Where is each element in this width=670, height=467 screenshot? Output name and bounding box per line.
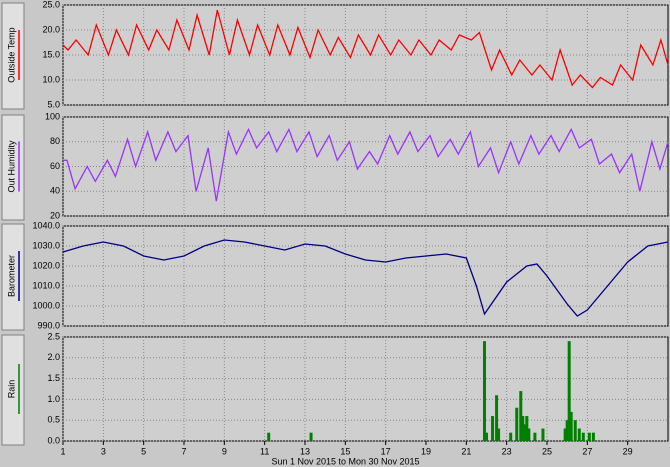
x-tick-label: 11 [260,446,269,456]
y-tick-label: 990.0 [37,320,60,330]
x-tick-label: 7 [181,446,186,456]
x-tick-label: 5 [141,446,146,456]
x-tick-label: 23 [502,446,512,456]
bar [482,341,486,441]
y-axis-title: Outside Temp [6,27,16,82]
plot-area [62,336,669,442]
y-tick-label: 2.0 [47,352,60,362]
label-box [1,223,25,331]
plot-area [62,225,669,327]
y-tick-label: 20.0 [42,24,60,34]
y-tick-label: 10.0 [42,74,60,84]
y-tick-label: 25.0 [42,0,60,9]
bar [525,416,529,441]
y-tick-label: 40 [50,186,60,196]
bar [521,416,525,441]
bar [519,391,523,441]
bar [565,420,569,441]
x-tick-label: 13 [300,446,310,456]
y-tick-label: 15.0 [42,49,60,59]
x-tick-label: 21 [461,446,471,456]
y-tick-label: 80 [50,136,60,146]
x-tick-label: 17 [381,446,391,456]
y-tick-label: 0.0 [47,435,60,445]
x-axis-title: Sun 1 Nov 2015 to Mon 30 Nov 2015 [271,456,419,466]
bar [515,407,519,441]
x-tick-label: 25 [542,446,552,456]
bar [577,428,581,441]
bar [587,432,591,441]
y-tick-label: 5.0 [47,99,60,109]
label-box [1,114,25,221]
label-box [1,2,25,110]
bar [497,428,501,441]
bar [567,341,571,441]
y-tick-label: 1000.0 [32,300,60,310]
y-tick-label: 1020.0 [32,260,60,270]
data-line [63,127,669,202]
y-tick-label: 1010.0 [32,280,60,290]
y-tick-label: 0.5 [47,415,60,425]
y-tick-label: 1030.0 [32,240,60,250]
bar [267,432,271,441]
x-tick-label: 19 [421,446,431,456]
data-line [62,239,669,317]
bar [491,416,495,441]
bar [523,424,527,441]
label-box [1,334,25,446]
y-tick-label: 1040.0 [32,220,60,230]
data-line [62,9,669,89]
y-axis-title: Rain [6,380,16,399]
x-tick-label: 15 [340,446,350,456]
y-tick-label: 100 [45,111,60,121]
bar [591,432,595,441]
bar [485,432,488,441]
bar [309,432,313,441]
x-tick-label: 3 [101,446,106,456]
x-tick-label: 29 [623,446,633,456]
bar [581,432,585,441]
bar [527,428,531,441]
x-tick-label: 1 [60,446,65,456]
x-tick-label: 9 [222,446,227,456]
bar [533,432,537,441]
y-tick-label: 2.5 [47,331,60,341]
y-axis-title: Out Humidity [6,140,16,193]
y-tick-label: 1.0 [47,394,60,404]
y-tick-label: 20 [50,210,60,220]
bar [541,428,545,441]
x-tick-label: 27 [582,446,592,456]
bar [563,428,567,441]
y-axis-title: Barometer [6,255,16,297]
bar [509,432,513,441]
y-tick-label: 1.5 [47,373,60,383]
y-tick-label: 60 [50,161,60,171]
bar [569,411,573,441]
bar [495,395,499,441]
bar [573,420,577,441]
